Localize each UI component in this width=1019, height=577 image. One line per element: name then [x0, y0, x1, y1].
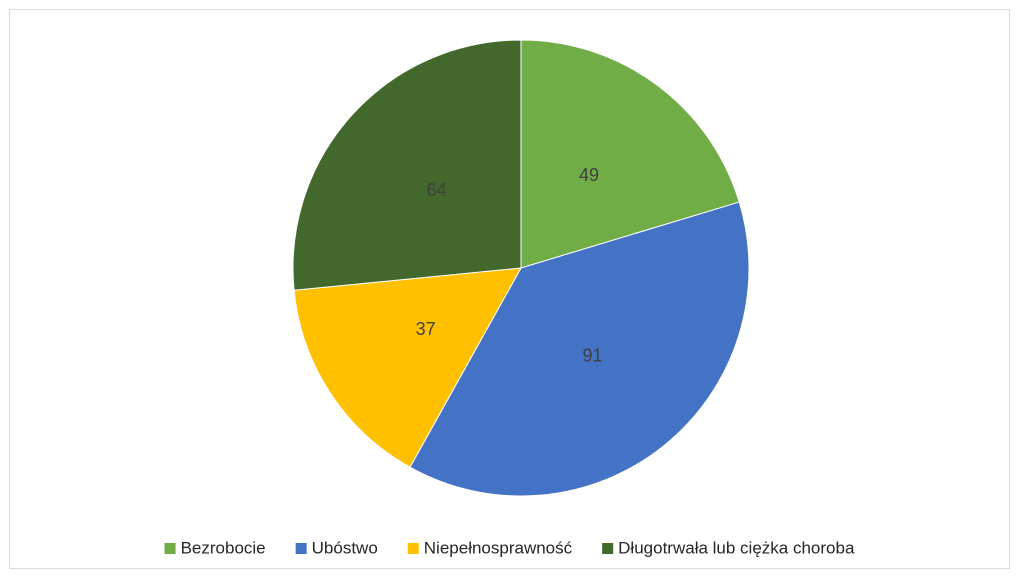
data-label: 91 — [582, 346, 602, 366]
data-label: 64 — [427, 180, 447, 200]
data-label: 37 — [416, 319, 436, 339]
legend-label: Długotrwała lub ciężka choroba — [618, 538, 855, 557]
legend-swatch — [295, 543, 307, 554]
pie-slice — [520, 39, 740, 269]
data-label: 49 — [579, 165, 599, 185]
pie-slice — [409, 201, 750, 497]
legend-swatch — [164, 543, 176, 554]
pie-slice — [293, 267, 522, 468]
pie-slice — [292, 39, 522, 291]
legend-label: Bezrobocie — [181, 538, 266, 557]
legend-label: Niepełnosprawność — [424, 538, 573, 557]
legend-swatch — [602, 543, 614, 554]
legend-label: Ubóstwo — [312, 538, 378, 557]
legend-swatch — [407, 543, 419, 554]
